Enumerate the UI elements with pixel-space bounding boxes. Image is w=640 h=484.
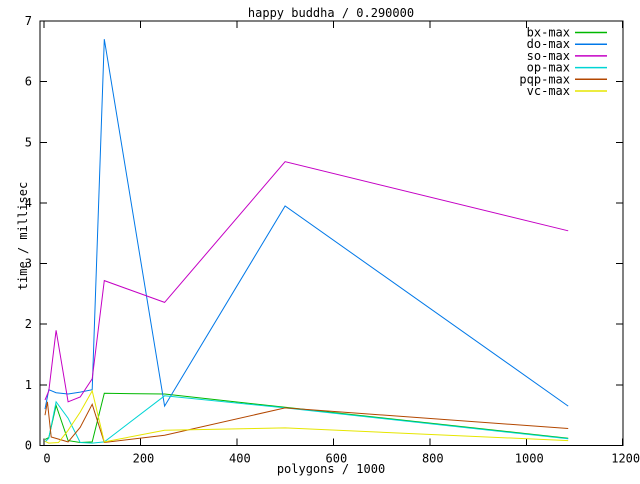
y-tick-label: 3 bbox=[25, 257, 32, 271]
y-tick-label: 5 bbox=[25, 135, 32, 149]
y-tick-label: 4 bbox=[25, 196, 32, 210]
legend-label-so-max: so-max bbox=[527, 49, 570, 63]
x-tick-label: 0 bbox=[43, 452, 50, 466]
legend-label-do-max: do-max bbox=[527, 37, 570, 51]
y-axis-label: time / millisec bbox=[16, 182, 30, 290]
series-op-max bbox=[44, 395, 569, 444]
axis-ticks: 0 200 400 600 800 1000 1200 0 1 2 3 4 5 6 7 bbox=[25, 14, 640, 466]
x-tick-label: 400 bbox=[229, 452, 251, 466]
x-tick-label: 200 bbox=[133, 452, 155, 466]
legend-label-vc-max: vc-max bbox=[527, 84, 570, 98]
y-tick-label: 6 bbox=[25, 75, 32, 89]
plot-area-border bbox=[39, 20, 624, 446]
x-tick-label: 1200 bbox=[611, 452, 640, 466]
y-tick-label: 7 bbox=[25, 14, 32, 28]
series-do-max bbox=[44, 39, 569, 410]
x-axis-label: polygons / 1000 bbox=[277, 462, 385, 476]
x-tick-label: 1000 bbox=[515, 452, 544, 466]
legend-label-pqp-max: pqp-max bbox=[519, 72, 570, 86]
data-series-group bbox=[44, 39, 569, 444]
series-so-max bbox=[44, 161, 569, 403]
series-pqp-max bbox=[44, 401, 569, 444]
series-bx-max bbox=[44, 392, 569, 444]
plot-border bbox=[39, 20, 624, 446]
series-vc-max bbox=[44, 389, 569, 444]
y-tick-label: 1 bbox=[25, 378, 32, 392]
legend-label-bx-max: bx-max bbox=[527, 26, 570, 40]
legend-label-op-max: op-max bbox=[527, 61, 570, 75]
x-tick-label: 800 bbox=[422, 452, 444, 466]
x-tick-label: 600 bbox=[326, 452, 348, 466]
y-tick-label: 0 bbox=[25, 439, 32, 453]
y-tick-label: 2 bbox=[25, 317, 32, 331]
chart-title: happy buddha / 0.290000 bbox=[248, 6, 414, 20]
